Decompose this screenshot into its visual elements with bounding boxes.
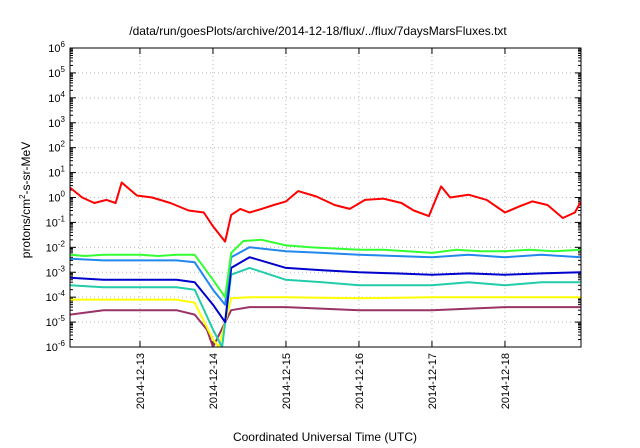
y-tick-label-exp: -6 bbox=[58, 339, 66, 348]
y-tick-labels: 10610510410310210110010-110-210-310-410-… bbox=[46, 40, 66, 354]
y-tick-label-exp: 3 bbox=[61, 115, 66, 124]
y-tick-label-base: 10 bbox=[48, 68, 60, 80]
series-line-4 bbox=[70, 266, 581, 347]
x-tick-labels: 2014-12-13 2014-12-14 2014-12-15 2014-12-16… bbox=[135, 353, 512, 409]
chart-title: /data/run/goesPlots/archive/2014-12-18/f… bbox=[129, 24, 507, 38]
data-series bbox=[70, 181, 581, 347]
y-axis-label-rest: -s-sr-MeV bbox=[19, 142, 33, 195]
y-tick-label: 10-1 bbox=[46, 214, 66, 229]
y-tick-label-exp: 1 bbox=[61, 165, 66, 174]
series-line-2 bbox=[70, 246, 581, 306]
y-tick-label: 10-6 bbox=[46, 339, 66, 354]
y-tick-label-exp: -3 bbox=[58, 264, 66, 273]
y-tick-label: 102 bbox=[48, 140, 65, 155]
y-tick-label-base: 10 bbox=[48, 93, 60, 105]
y-tick-label-exp: 4 bbox=[61, 90, 66, 99]
y-tick-label-base: 10 bbox=[46, 217, 58, 229]
y-tick-label-exp: -2 bbox=[58, 239, 66, 248]
y-tick-label: 10-3 bbox=[46, 264, 66, 279]
y-tick-label-base: 10 bbox=[46, 317, 58, 329]
y-axis-label-base: protons/cm bbox=[19, 199, 33, 258]
y-tick-label: 10-5 bbox=[46, 314, 66, 329]
y-tick-label-exp: -4 bbox=[58, 289, 66, 298]
y-axis-label: protons/cm2-s-sr-MeV bbox=[18, 142, 33, 258]
y-tick-label: 10-2 bbox=[46, 239, 66, 254]
series-line-6 bbox=[70, 306, 581, 347]
x-axis-label: Coordinated Universal Time (UTC) bbox=[233, 430, 417, 444]
series-line-3 bbox=[70, 256, 581, 324]
y-tick-label: 103 bbox=[48, 115, 65, 130]
x-tick-label: 2014-12-13 bbox=[135, 353, 147, 409]
y-tick-label-base: 10 bbox=[48, 168, 60, 180]
y-tick-label-base: 10 bbox=[48, 193, 60, 205]
y-tick-label-base: 10 bbox=[46, 292, 58, 304]
y-tick-label-base: 10 bbox=[46, 267, 58, 279]
y-tick-label: 101 bbox=[48, 165, 65, 180]
y-axis-label-sup: 2 bbox=[18, 194, 27, 199]
x-tick-label: 2014-12-16 bbox=[354, 353, 366, 409]
y-tick-label: 104 bbox=[48, 90, 65, 105]
x-tick-label: 2014-12-14 bbox=[208, 353, 220, 409]
y-tick-label-exp: -5 bbox=[58, 314, 66, 323]
x-tick-label: 2014-12-15 bbox=[281, 353, 293, 409]
y-tick-label-exp: 0 bbox=[61, 190, 66, 199]
y-tick-label-exp: 2 bbox=[61, 140, 66, 149]
y-tick-label-base: 10 bbox=[46, 242, 58, 254]
plot-frame bbox=[69, 47, 582, 348]
x-tick-label: 2014-12-17 bbox=[427, 353, 439, 409]
y-tick-label-base: 10 bbox=[46, 342, 58, 354]
y-tick-label-base: 10 bbox=[48, 143, 60, 155]
y-tick-label-exp: 6 bbox=[61, 40, 66, 49]
y-tick-label: 10-4 bbox=[46, 289, 66, 304]
y-tick-label-exp: -1 bbox=[58, 214, 66, 223]
y-tick-label: 105 bbox=[48, 65, 65, 80]
x-tick-label: 2014-12-18 bbox=[500, 353, 512, 409]
y-tick-label-base: 10 bbox=[48, 118, 60, 130]
y-tick-label-base: 10 bbox=[48, 43, 60, 55]
series-line-0 bbox=[70, 181, 581, 243]
series-line-1 bbox=[70, 238, 581, 299]
y-tick-label-exp: 5 bbox=[61, 65, 66, 74]
y-tick-label: 100 bbox=[48, 190, 65, 205]
y-tick-label: 106 bbox=[48, 40, 65, 55]
